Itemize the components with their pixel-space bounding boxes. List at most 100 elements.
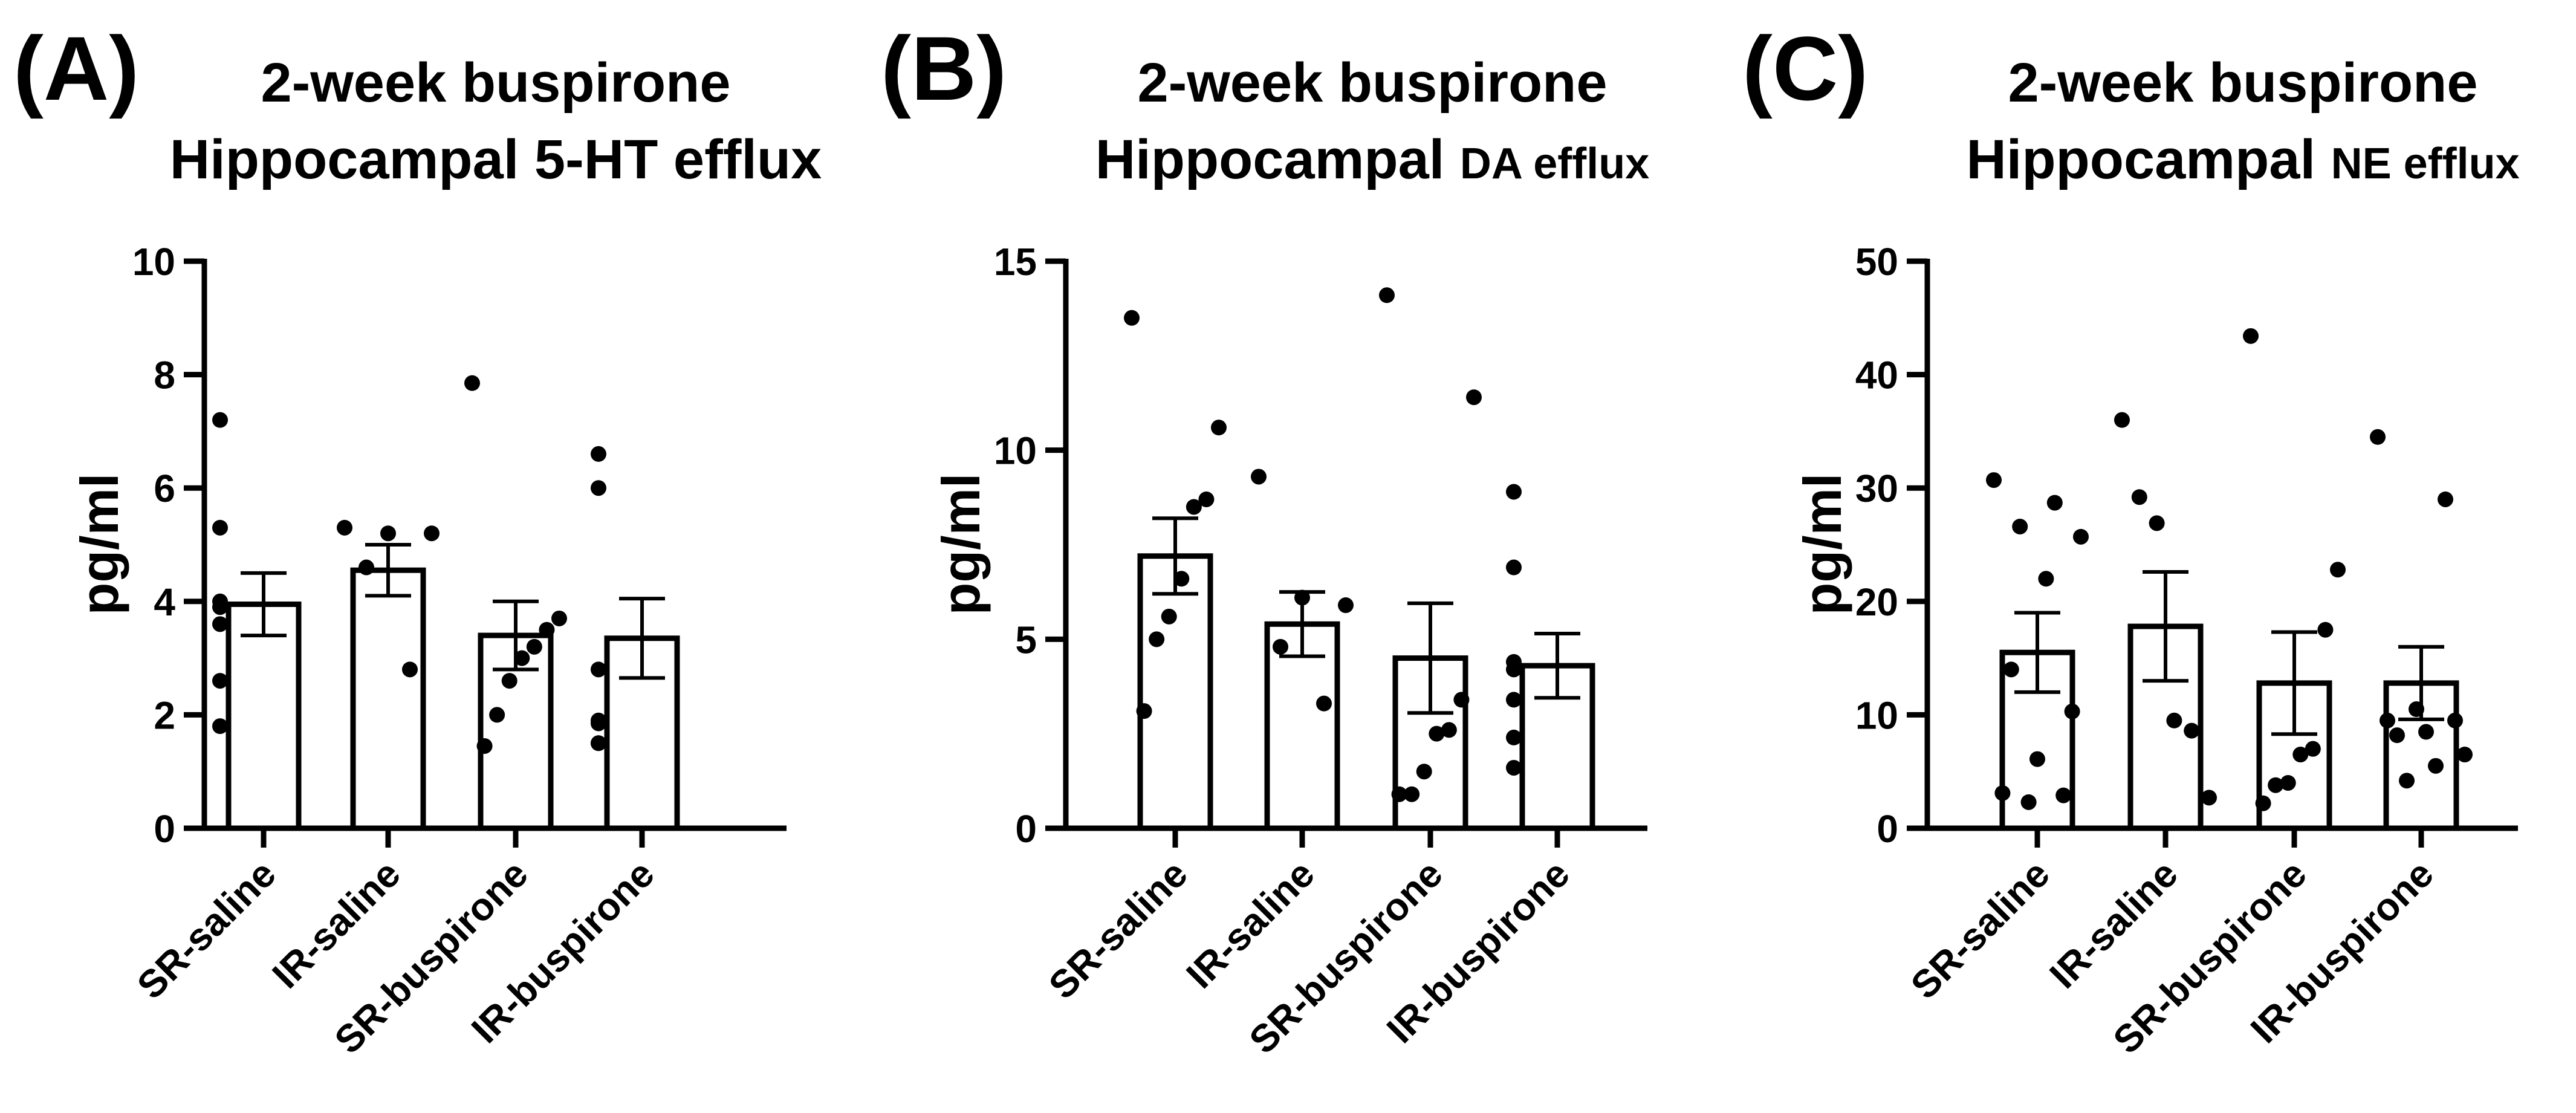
panel-b-data-point	[1506, 759, 1522, 776]
panel-a-data-point	[526, 638, 542, 655]
panel-b-ytick-label: 10	[994, 429, 1037, 473]
panel-a-data-point	[337, 519, 352, 536]
panel-a-data-point	[476, 738, 493, 754]
panel-b-ytick-label: 15	[994, 240, 1037, 284]
panel-c-data-point	[2131, 489, 2147, 505]
panel-a-data-point	[591, 735, 606, 751]
panel-c-data-point	[2064, 703, 2080, 719]
panel-a-data-point	[212, 673, 228, 689]
panel-c-data-point	[2020, 794, 2037, 810]
panel-c-title-line2-main: Hippocampal	[1966, 129, 2331, 190]
panel-c-data-point	[2305, 741, 2321, 757]
panel-a-data-point	[539, 621, 555, 638]
panel-b-bar	[1137, 553, 1213, 831]
panel-b-data-point	[1416, 764, 1432, 780]
panel-b-data-point	[1441, 722, 1457, 738]
panel-b-data-point	[1338, 597, 1354, 614]
panel-c-data-point	[2038, 571, 2054, 587]
panel-b-data-point	[1316, 695, 1332, 712]
panel-a-title-line2: Hippocampal 5-HT efflux	[170, 129, 822, 190]
panel-a-data-point	[591, 661, 606, 678]
panel-c-data-point	[2003, 661, 2019, 678]
panel-c-title-line2-small: NE efflux	[2331, 140, 2520, 188]
panel-c-data-point	[1986, 472, 2002, 488]
panel-c-data-point	[2418, 724, 2434, 740]
panel-a-ytick-label: 0	[154, 807, 175, 851]
panel-b-data-point	[1453, 692, 1470, 708]
panel-a-ytick-label: 2	[154, 693, 175, 737]
panel-c-data-point	[2255, 795, 2271, 811]
panel-a-data-point	[424, 525, 440, 542]
panel-b-data-point	[1506, 484, 1522, 500]
panel-b-ytick-label: 5	[1015, 618, 1037, 661]
panel-b-data-point	[1466, 389, 1482, 406]
panel-b-data-point	[1136, 703, 1152, 719]
panel-c-data-point	[2317, 621, 2334, 638]
panel-b-data-point	[1149, 631, 1165, 647]
panel-b-data-point	[1506, 661, 1522, 678]
panel-c-data-point	[2409, 701, 2424, 718]
panel-c-data-point	[2457, 747, 2473, 763]
panel-c-data-point	[2399, 773, 2415, 789]
panel-c-data-point	[2073, 528, 2089, 545]
panel-c-data-point	[2389, 727, 2405, 744]
panel-a-data-point	[402, 661, 418, 678]
panel-c-ytick-label: 0	[1877, 807, 1898, 851]
panel-c-data-point	[2370, 429, 2386, 445]
panel-b-data-point	[1273, 638, 1288, 655]
panel-c-data-point	[2292, 747, 2309, 763]
panel-c-data-point	[2438, 491, 2453, 507]
panel-b-data-point	[1429, 725, 1445, 742]
panel-b-data-point	[1506, 559, 1522, 576]
panel-c-category-label: SR-saline	[1903, 852, 2058, 1007]
panel-c-ylabel: pg/ml	[1792, 473, 1852, 615]
panel-a-category-label: SR-saline	[129, 852, 284, 1007]
panel-c-data-point	[2149, 515, 2165, 531]
panel-a-bar	[350, 567, 426, 831]
panel-c-label: (C)	[1742, 18, 1868, 119]
panel-c-ytick-label: 30	[1855, 467, 1898, 510]
panel-c-data-point	[2046, 495, 2063, 511]
panel-a-data-point	[212, 718, 228, 735]
panel-b-title-line2-small: DA efflux	[1460, 140, 1649, 188]
panel-b-ytick-label: 0	[1015, 807, 1037, 851]
panel-a-data-point	[464, 375, 480, 391]
panel-a-title-line2-main: Hippocampal 5-HT efflux	[170, 129, 822, 190]
panel-c-data-point	[2201, 790, 2217, 806]
panel-a-bar	[604, 635, 680, 831]
panel-b-data-point	[1161, 608, 1177, 625]
panel-b-data-point	[1198, 491, 1215, 507]
panel-a-label: (A)	[13, 18, 139, 119]
panel-b-label: (B)	[881, 18, 1007, 119]
panel-c-ytick-label: 40	[1855, 354, 1898, 397]
panel-a-data-point	[212, 599, 228, 615]
panel-c-data-point	[1994, 785, 2011, 801]
panel-b-data-point	[1251, 469, 1267, 485]
panel-b-data-point	[1186, 499, 1202, 515]
panel-a-title-line1: 2-week buspirone	[261, 52, 730, 114]
panel-a-data-point	[380, 525, 396, 542]
panel-a-data-point	[551, 610, 567, 626]
panel-b-ylabel: pg/ml	[931, 473, 991, 615]
panel-b-data-point	[1391, 786, 1407, 802]
panel-b-data-point	[1294, 589, 1310, 606]
panel-b-data-point	[1506, 692, 1522, 708]
panel-b-data-point	[1506, 729, 1522, 745]
panel-b-title-line1: 2-week buspirone	[1137, 52, 1607, 114]
panel-c-ytick-label: 50	[1855, 240, 1898, 284]
panel-a-data-point	[489, 707, 505, 723]
panel-c-data-point	[2184, 722, 2200, 739]
panel-c-data-point	[2280, 774, 2296, 791]
panel-c-ytick-label: 20	[1855, 580, 1898, 624]
panel-a-ytick-label: 4	[154, 580, 175, 624]
panel-b-data-point	[1379, 287, 1395, 303]
panel-a-data-point	[212, 616, 228, 632]
panel-c-ytick-label: 10	[1855, 693, 1898, 737]
panel-a-data-point	[212, 412, 228, 428]
panel-c-data-point	[2166, 712, 2182, 728]
panel-b-data-point	[1173, 571, 1190, 587]
panel-a-data-point	[212, 519, 228, 536]
panel-c-title-line1: 2-week buspirone	[2008, 52, 2477, 114]
panel-c-title-line2: Hippocampal NE efflux	[1966, 129, 2519, 190]
